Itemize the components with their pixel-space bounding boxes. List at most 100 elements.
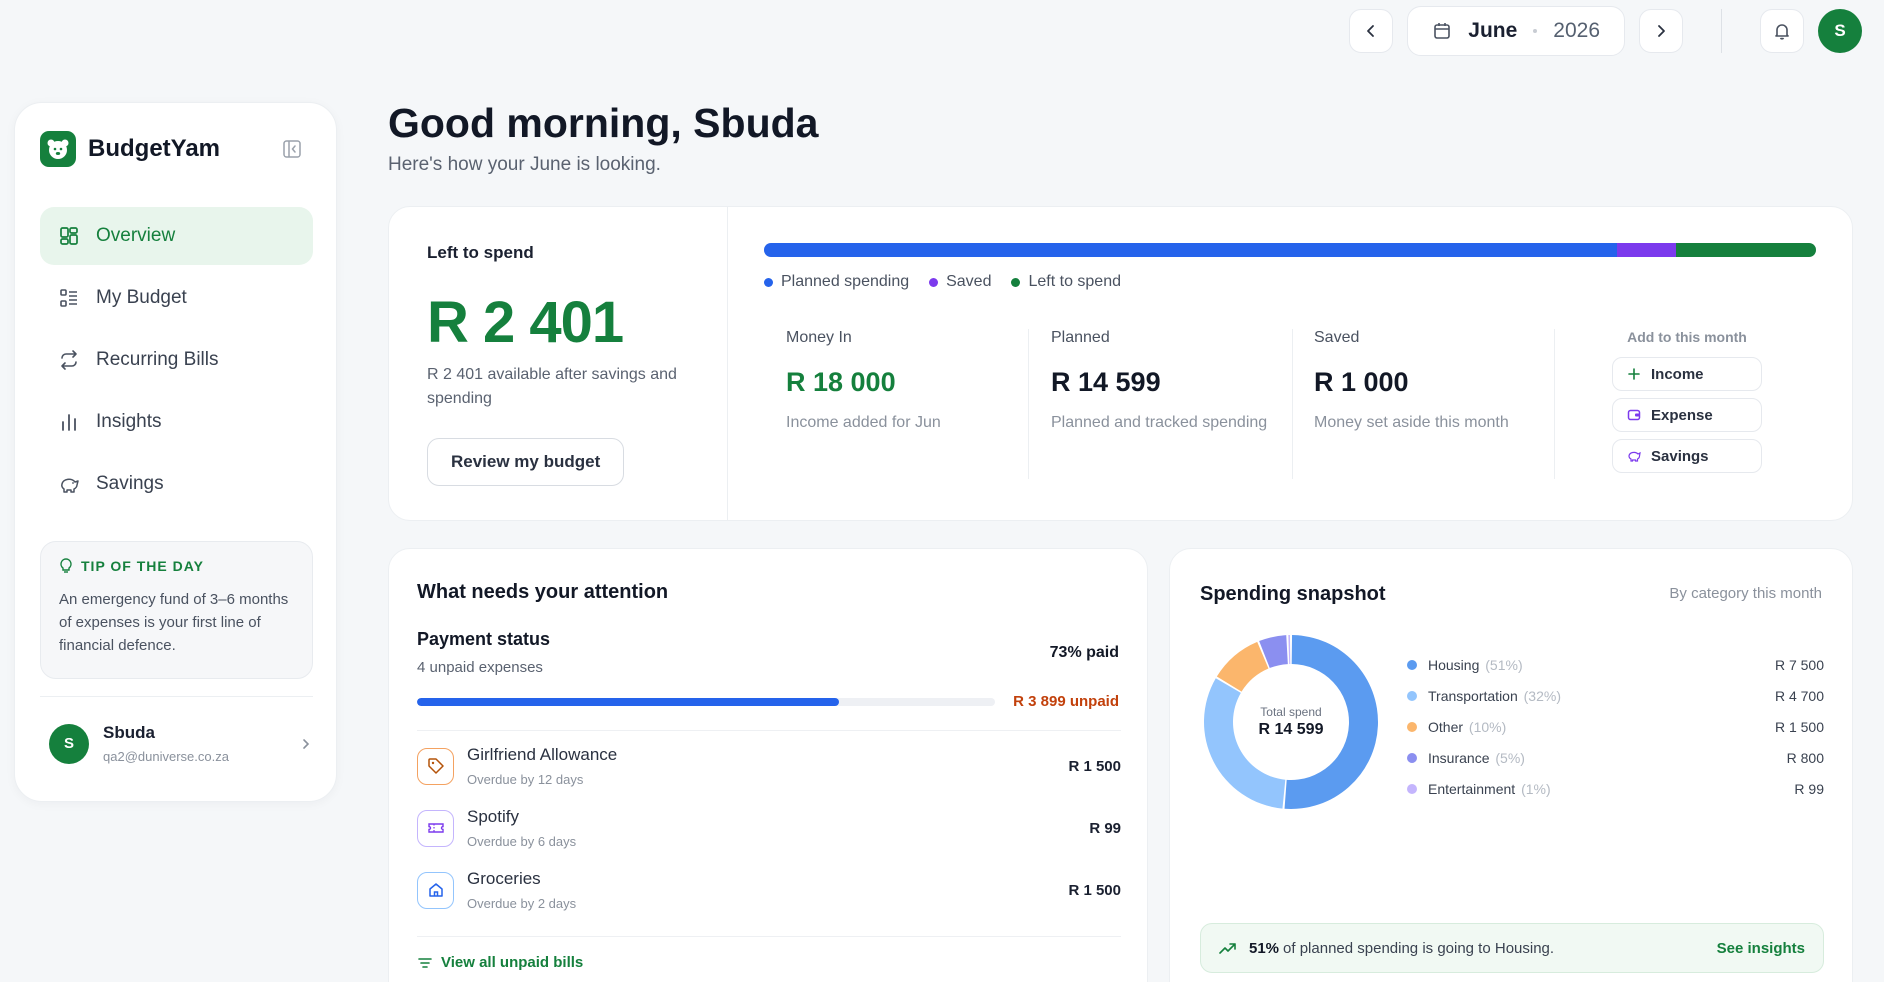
add-button-label: Savings	[1651, 447, 1709, 465]
stat-divider	[1028, 329, 1029, 479]
sidebar-item-label: Insights	[96, 411, 162, 432]
separator-dot	[1533, 29, 1538, 33]
stat-planned: Planned R 14 599 Planned and tracked spe…	[1051, 329, 1291, 432]
sidebar-item-savings[interactable]: Savings	[40, 455, 313, 513]
wallet-icon	[1627, 409, 1641, 421]
tip-title: TIP OF THE DAY	[81, 558, 204, 574]
total-spend-value: R 14 599	[1258, 721, 1324, 738]
bell-icon	[1775, 24, 1789, 40]
stat-saved: Saved R 1 000 Money set aside this month	[1314, 329, 1554, 432]
payment-progress-fill	[417, 698, 839, 706]
collapse-sidebar-button[interactable]	[282, 139, 302, 164]
snapshot-subtitle: By category this month	[1669, 585, 1822, 602]
prev-month-button[interactable]	[1349, 9, 1394, 53]
plus-icon	[1628, 368, 1640, 380]
bill-status: Overdue by 6 days	[467, 834, 577, 849]
category-row: Insurance (5%) R 800	[1407, 742, 1824, 773]
brand-name: BudgetYam	[88, 135, 221, 162]
donut-slice-insurance	[1259, 635, 1288, 669]
page-title: Good morning, Sbuda	[388, 100, 819, 146]
grid-icon	[60, 227, 78, 245]
topbar-divider	[1721, 9, 1722, 53]
divider	[417, 936, 1121, 937]
brand[interactable]: BudgetYam	[40, 131, 220, 167]
list-item[interactable]: Spotify Overdue by 6 days R 99	[417, 801, 1121, 855]
bill-meta: Spotify Overdue by 6 days	[467, 807, 576, 849]
category-row: Entertainment (1%) R 99	[1407, 773, 1824, 804]
bill-meta: Groceries Overdue by 2 days	[467, 869, 576, 911]
category-name: Housing	[1428, 656, 1480, 673]
donut-slice-housing	[1284, 635, 1378, 809]
category-amount: R 800	[1786, 749, 1824, 766]
notifications-button[interactable]	[1760, 9, 1804, 53]
month-selector[interactable]: June 2026	[1407, 6, 1625, 56]
stat-value: R 1 000	[1314, 367, 1409, 397]
chevron-right-icon	[1658, 25, 1665, 37]
bill-name: Girlfriend Allowance	[467, 745, 618, 764]
trending-up-icon	[1219, 943, 1236, 954]
payment-progress-bar	[417, 698, 995, 706]
add-savings-button[interactable]: Savings	[1612, 439, 1762, 473]
attention-card: What needs your attention Payment status…	[388, 548, 1148, 982]
stat-description: Money set aside this month	[1314, 414, 1509, 431]
user-name: Sbuda	[103, 723, 155, 742]
category-amount: R 99	[1794, 780, 1824, 797]
sidebar-item-overview[interactable]: Overview	[40, 207, 313, 265]
see-insights-link[interactable]: See insights	[1716, 939, 1805, 957]
bill-amount: R 1 500	[1068, 757, 1121, 775]
left-to-spend-panel: Left to spend R 2 401 R 2 401 available …	[389, 207, 728, 520]
repeat-icon	[61, 350, 77, 370]
tip-header: TIP OF THE DAY	[59, 558, 294, 574]
add-to-month-panel: Add to this month Income Expense Savings	[1612, 329, 1762, 480]
legend-item-saved: Saved	[929, 273, 991, 291]
stat-description: Planned and tracked spending	[1051, 414, 1268, 431]
insight-percentage: 51%	[1249, 939, 1280, 957]
tip-of-the-day: TIP OF THE DAY An emergency fund of 3–6 …	[40, 541, 313, 679]
user-meta: Sbuda qa2@duniverse.co.za	[103, 723, 229, 764]
summary-card: Left to spend R 2 401 R 2 401 available …	[388, 206, 1853, 521]
bar-chart-icon	[62, 414, 76, 431]
category-list: Housing (51%) R 7 500 Transportation (32%…	[1407, 649, 1824, 804]
add-button-label: Income	[1651, 365, 1704, 383]
divider	[417, 730, 1121, 731]
review-budget-button[interactable]: Review my budget	[427, 438, 625, 486]
legend-item-left: Left to spend	[1011, 273, 1121, 291]
left-to-spend-value: R 2 401	[427, 290, 624, 355]
home-icon	[417, 871, 454, 909]
sidebar-item-recurring-bills[interactable]: Recurring Bills	[40, 331, 313, 389]
next-month-button[interactable]	[1639, 9, 1683, 53]
category-dot	[1407, 783, 1417, 794]
left-to-spend-description: R 2 401 available after savings and spen…	[427, 366, 677, 407]
lightbulb-icon	[60, 558, 72, 573]
view-all-unpaid-link[interactable]: View all unpaid bills	[417, 954, 583, 971]
sidebar-item-my-budget[interactable]: My Budget	[40, 269, 313, 327]
filter-icon	[418, 957, 432, 968]
category-dot	[1407, 721, 1417, 732]
sidebar-divider	[40, 696, 313, 697]
user-profile[interactable]: S Sbuda qa2@duniverse.co.za	[49, 723, 313, 764]
calendar-icon	[1434, 23, 1451, 39]
sidebar-item-insights[interactable]: Insights	[40, 393, 313, 451]
month-label: June	[1468, 19, 1518, 42]
add-expense-button[interactable]: Expense	[1612, 398, 1762, 432]
category-dot	[1407, 659, 1417, 670]
stat-divider	[1292, 329, 1293, 479]
stat-value: R 14 599	[1051, 367, 1161, 397]
category-dot	[1407, 690, 1417, 701]
list-item[interactable]: Girlfriend Allowance Overdue by 12 days …	[417, 739, 1121, 793]
stat-label: Saved	[1314, 329, 1360, 346]
attention-title: What needs your attention	[417, 581, 669, 603]
unpaid-amount: R 3 899 unpaid	[1013, 693, 1119, 710]
stat-label: Planned	[1051, 329, 1110, 346]
user-avatar[interactable]: S	[1818, 9, 1862, 53]
add-to-month-title: Add to this month	[1627, 329, 1747, 345]
bill-amount: R 1 500	[1068, 881, 1121, 899]
category-amount: R 7 500	[1774, 656, 1824, 673]
list-item[interactable]: Groceries Overdue by 2 days R 1 500	[417, 863, 1121, 917]
bill-amount: R 99	[1089, 819, 1121, 837]
payment-status-subtitle: 4 unpaid expenses	[417, 659, 543, 676]
chevron-right-icon	[303, 738, 310, 749]
add-income-button[interactable]: Income	[1612, 357, 1762, 391]
category-amount: R 4 700	[1774, 687, 1824, 704]
tip-body: An emergency fund of 3–6 months of expen…	[59, 591, 289, 654]
